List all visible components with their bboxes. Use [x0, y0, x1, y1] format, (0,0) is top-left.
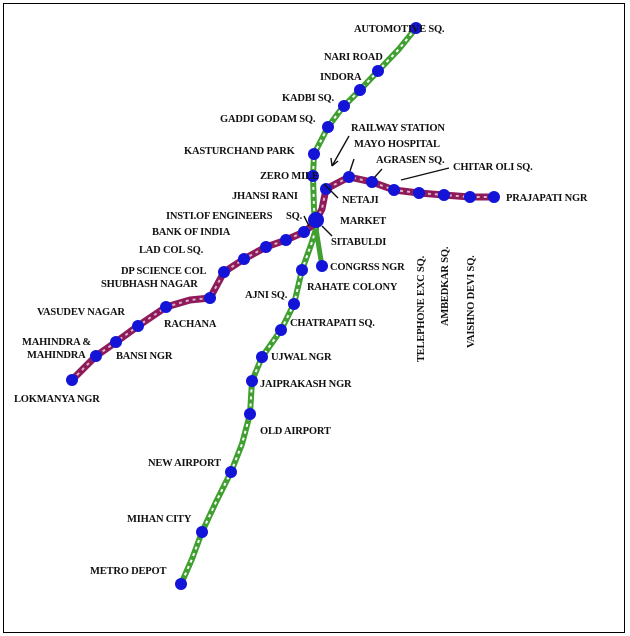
map-frame: AUTOMOTIVE SQ. NARI ROAD INDORA KADBI SQ… [3, 3, 625, 633]
label-sitabuldi: SITABULDI [331, 237, 386, 248]
label-telephone-exc-sq: TELEPHONE EXC SQ. [416, 255, 427, 362]
label-nari-road: NARI ROAD [324, 52, 383, 63]
arrow-jhansi [303, 215, 310, 227]
east-west-line-dashes [71, 176, 494, 381]
label-gaddi-godam-sq: GADDI GODAM SQ. [220, 114, 316, 125]
label-prajapati-ngr: PRAJAPATI NGR [506, 193, 588, 204]
label-lokmanya-ngr: LOKMANYA NGR [14, 394, 100, 405]
station-marker-telephone-exc-sq[interactable] [413, 187, 425, 199]
station-marker-shubhash-nagar[interactable] [204, 292, 216, 304]
label-automotive-sq: AUTOMOTIVE SQ. [354, 24, 445, 35]
label-mihan-city: MIHAN CITY [127, 514, 192, 525]
label-dp-science-col: DP SCIENCE COL [121, 266, 206, 277]
label-bank-of-india: BANK OF INDIA [152, 227, 231, 238]
station-marker-mayo-hospital[interactable] [343, 171, 355, 183]
arrow-netaji [323, 183, 339, 199]
arrow-agrasen-sq [373, 168, 383, 179]
label-chatrapati-sq: CHATRAPATI SQ. [290, 318, 375, 329]
label-lad-col-sq: LAD COL SQ. [139, 245, 204, 256]
label-bansi-ngr: BANSI NGR [116, 351, 173, 362]
label-ajni-sq: AJNI SQ. [245, 290, 288, 301]
arrow-mayo-hospital [349, 158, 355, 172]
label-agrasen-sq: AGRASEN SQ. [376, 155, 445, 166]
label-indora: INDORA [320, 72, 362, 83]
label-mahindra-1: MAHINDRA & [22, 337, 91, 348]
station-marker-mahindra[interactable] [90, 350, 102, 362]
label-vasudev-nagar: VASUDEV NAGAR [37, 307, 125, 318]
station-marker-jaiprakash-ngr[interactable] [246, 375, 258, 387]
label-mahindra-2: MAHINDRA [27, 350, 86, 361]
station-marker-old-airport[interactable] [244, 408, 256, 420]
station-marker-prajapati-ngr[interactable] [488, 191, 500, 203]
label-netaji: NETAJI [342, 195, 379, 206]
label-railway-station: RAILWAY STATION [351, 123, 445, 134]
station-marker-ujwal-ngr[interactable] [256, 351, 268, 363]
label-ujwal-ngr: UJWAL NGR [271, 352, 332, 363]
station-marker-agrasen-sq[interactable] [366, 176, 378, 188]
station-marker-vasudev-nagar[interactable] [132, 320, 144, 332]
pointer-arrows [303, 135, 450, 237]
station-marker-rachana[interactable] [160, 301, 172, 313]
station-marker-gaddi-godam-sq[interactable] [322, 121, 334, 133]
station-marker-bank-of-india[interactable] [260, 241, 272, 253]
label-jaiprakash-ngr: JAIPRAKASH NGR [260, 379, 352, 390]
station-marker-congress-ngr[interactable] [316, 260, 328, 272]
station-labels: AUTOMOTIVE SQ. NARI ROAD INDORA KADBI SQ… [14, 24, 588, 577]
station-marker-nari-road[interactable] [372, 65, 384, 77]
station-marker-rahate-colony[interactable] [296, 264, 308, 276]
label-metro-depot: METRO DEPOT [90, 566, 166, 577]
station-marker-metro-depot[interactable] [175, 578, 187, 590]
label-ambedkar-sq: AMBEDKAR SQ. [440, 246, 451, 326]
station-marker-dp-science-col[interactable] [218, 266, 230, 278]
arrow-railway-station [330, 135, 350, 167]
station-marker-zero-mile[interactable] [307, 170, 319, 182]
station-marker-sitabuldi[interactable] [308, 212, 324, 228]
arrow-chitar-oli-sq [400, 167, 450, 181]
label-vaishno-devi-sq: VAISHNO DEVI SQ. [466, 255, 477, 348]
station-marker-automotive-sq[interactable] [410, 22, 422, 34]
label-zero-mile: ZERO MILE [260, 171, 319, 182]
label-inst-engineers: INSTI.OF ENGINEERS [166, 211, 273, 222]
station-marker-kasturchand-park[interactable] [308, 148, 320, 160]
station-marker-railway-station[interactable] [320, 183, 332, 195]
station-marker-new-airport[interactable] [225, 466, 237, 478]
label-kasturchand-park: KASTURCHAND PARK [184, 146, 296, 157]
station-marker-mihan-city[interactable] [196, 526, 208, 538]
station-marker-kadbi-sq[interactable] [338, 100, 350, 112]
station-marker-ambedkar-sq[interactable] [438, 189, 450, 201]
label-rachana: RACHANA [164, 319, 217, 330]
station-marker-jhansi-rani-sq[interactable] [298, 226, 310, 238]
station-marker-chitar-oli-sq[interactable] [388, 184, 400, 196]
metro-map: AUTOMOTIVE SQ. NARI ROAD INDORA KADBI SQ… [14, 22, 588, 590]
station-marker-chatrapati-sq[interactable] [275, 324, 287, 336]
station-marker-inst-engineers[interactable] [280, 234, 292, 246]
east-west-line [69, 173, 494, 383]
label-jhansi-rani-1: JHANSI RANI [232, 191, 298, 202]
station-marker-lad-col-sq[interactable] [238, 253, 250, 265]
label-chitar-oli-sq: CHITAR OLI SQ. [453, 162, 533, 173]
stations [66, 22, 500, 590]
label-market: MARKET [340, 216, 386, 227]
station-marker-bansi-ngr[interactable] [110, 336, 122, 348]
station-marker-ajni-sq[interactable] [288, 298, 300, 310]
station-marker-lokmanya-ngr[interactable] [66, 374, 78, 386]
station-marker-indora[interactable] [354, 84, 366, 96]
label-new-airport: NEW AIRPORT [148, 458, 221, 469]
label-mayo-hospital: MAYO HOSPITAL [354, 139, 440, 150]
label-shubhash-nagar: SHUBHASH NAGAR [101, 279, 198, 290]
label-congress-ngr: CONGRSS NGR [330, 262, 405, 273]
station-marker-vaishno-devi-sq[interactable] [464, 191, 476, 203]
label-jhansi-rani-2: SQ. [286, 211, 303, 222]
label-kadbi-sq: KADBI SQ. [282, 93, 334, 104]
arrow-sitabuldi [321, 225, 333, 237]
label-old-airport: OLD AIRPORT [260, 426, 331, 437]
label-rahate-colony: RAHATE COLONY [307, 282, 398, 293]
